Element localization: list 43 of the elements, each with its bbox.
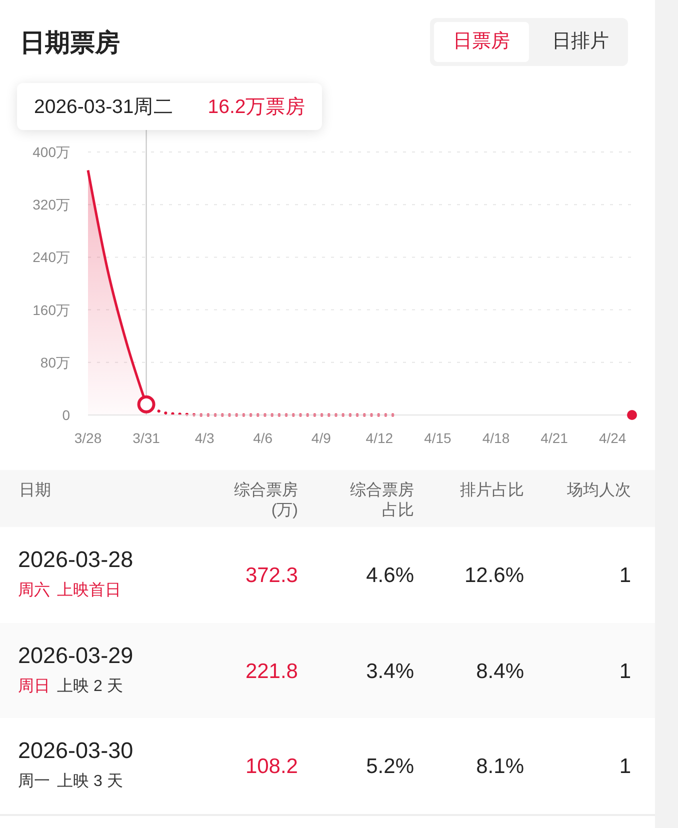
text: 日期: [19, 482, 51, 499]
x-tick-label: 4/3: [194, 430, 215, 446]
x-tick-label: 4/9: [311, 430, 332, 446]
x-tick-label: 4/15: [424, 430, 452, 446]
y-tick-label: 400万: [32, 144, 70, 160]
data-label: 12.6%: [464, 564, 524, 587]
y-tick-label: 320万: [32, 196, 70, 213]
category-label: 2026-03-30: [18, 738, 134, 764]
data-label: 4.6%: [366, 564, 414, 587]
data-label: 5.2%: [366, 755, 414, 778]
x-tick-label: 4/18: [482, 430, 510, 446]
text: 上映 2 天: [57, 676, 123, 697]
x-tick-label: 4/6: [253, 430, 273, 446]
data-label: 1: [619, 755, 631, 778]
text: 综合票房占比: [350, 482, 414, 519]
text: 上映首日: [57, 581, 121, 601]
y-tick-label: 0: [62, 406, 70, 423]
text: 日票房: [453, 31, 510, 52]
y-tick-label: 240万: [32, 249, 70, 266]
data-label: 3.4%: [366, 660, 414, 683]
x-tick-label: 4/21: [540, 430, 568, 446]
category-label: 2026-03-28: [18, 547, 134, 572]
text: 16.2万票房: [208, 95, 306, 120]
data-label: 1: [619, 660, 631, 683]
text: 上映 3 天: [57, 772, 123, 792]
y-tick-label: 80万: [40, 354, 70, 370]
data-label: 8.4%: [476, 660, 524, 683]
text: 周一: [18, 772, 50, 792]
text: 日排片: [552, 31, 609, 52]
text: 周日: [18, 676, 50, 697]
x-tick-label: 3/28: [74, 430, 102, 446]
x-tick-label: 3/31: [132, 430, 160, 446]
data-label: 8.1%: [476, 755, 524, 778]
chart-title: 日期票房: [20, 29, 120, 57]
category-label: 2026-03-29: [18, 642, 134, 668]
data-label: 1: [619, 564, 631, 587]
text: 周六: [18, 581, 50, 601]
y-tick-label: 160万: [32, 302, 70, 318]
x-tick-label: 4/24: [598, 430, 626, 446]
text: 场均人次: [567, 482, 631, 499]
text: 排片占比: [460, 482, 524, 499]
text: 2026-03-31周二: [34, 95, 174, 120]
x-tick-label: 4/12: [366, 430, 394, 446]
